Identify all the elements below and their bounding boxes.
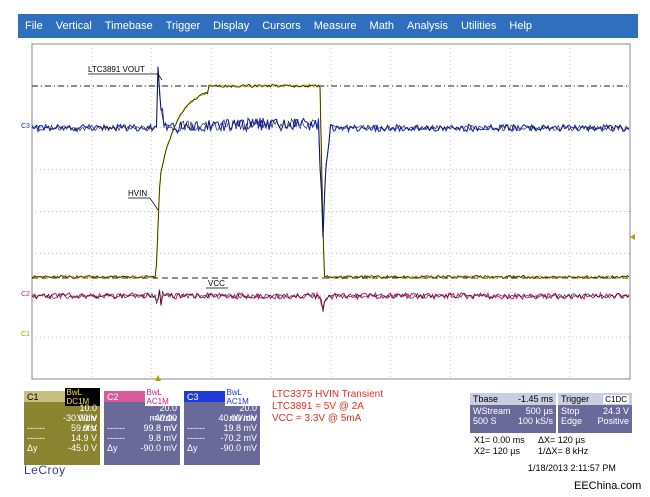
channel-c1-descriptor[interactable]: C1 BwL DC1M 10.0 V/div -30.00 V ofst ---… bbox=[24, 387, 100, 465]
trigger-slope: Positive bbox=[597, 416, 629, 426]
label-hvin-pointer bbox=[149, 197, 159, 211]
waveform-canvas[interactable]: LTC3891 VOUT HVIN VCC C3 C2 C1 bbox=[18, 38, 638, 385]
c2-row-label: ------ bbox=[107, 433, 125, 443]
channel-c2-descriptor[interactable]: C2 BwL AC1M 20.0 mV/div -40.00 mV ------… bbox=[104, 387, 180, 465]
c1-row-label bbox=[27, 403, 57, 413]
menu-analysis[interactable]: Analysis bbox=[407, 20, 448, 32]
annotation-text: LTC3375 HVIN Transient LTC3891 = 5V @ 2A… bbox=[272, 389, 383, 425]
label-hvin: HVIN bbox=[128, 189, 147, 198]
c1-row-label bbox=[27, 413, 57, 423]
trace-c1 bbox=[31, 84, 630, 280]
menu-vertical[interactable]: Vertical bbox=[55, 20, 92, 32]
trace-c2-noise bbox=[31, 290, 630, 313]
trace-c1-noise bbox=[31, 84, 630, 280]
menu-file[interactable]: File bbox=[25, 20, 43, 32]
timebase-descriptor[interactable]: Tbase -1.45 ms WStream 500 µs 500 S 100 kS… bbox=[470, 393, 556, 433]
c3-row-label: Δy bbox=[187, 443, 198, 453]
trigger-position-arrow-icon[interactable] bbox=[155, 375, 161, 381]
c2-delta-y: -90.0 mV bbox=[140, 443, 177, 453]
trigger-title: Trigger bbox=[561, 394, 590, 404]
trigger-descriptor[interactable]: Trigger C1DC Stop 24.3 V Edge Positive bbox=[558, 393, 632, 433]
timestamp: 1/18/2013 2:11:57 PM bbox=[528, 463, 616, 473]
menu-cursors[interactable]: Cursors bbox=[262, 20, 301, 32]
label-vout-pointer bbox=[157, 73, 163, 81]
c3-delta-y: -90.0 mV bbox=[220, 443, 257, 453]
trace-c3 bbox=[31, 66, 630, 239]
menu-help[interactable]: Help bbox=[509, 20, 533, 32]
timebase-mode: WStream bbox=[473, 406, 511, 416]
menu-utilities[interactable]: Utilities bbox=[460, 20, 497, 32]
trace-c3-noise bbox=[31, 66, 630, 237]
trigger-state: Stop bbox=[561, 406, 580, 416]
channel-c1-name: C1 bbox=[27, 391, 39, 402]
c3-vdiv: 20.0 mV/div bbox=[229, 403, 257, 423]
c1-row-label: ------ bbox=[27, 433, 45, 443]
c3-offset: 40.00 mV bbox=[218, 413, 257, 423]
trigger-level: 24.3 V bbox=[602, 406, 629, 416]
c2-row-label: Δy bbox=[107, 443, 118, 453]
cursor-inv-dx: 1/ΔX= 8 kHz bbox=[538, 446, 589, 456]
timebase-rate: 100 kS/s bbox=[517, 416, 553, 426]
c2-vdiv: 20.0 mV/div bbox=[149, 403, 177, 423]
c3-cursor-1: 19.8 mV bbox=[223, 423, 257, 433]
channel-c3-descriptor[interactable]: C3 BwL AC1M 20.0 mV/div 40.00 mV ------ 1… bbox=[184, 387, 260, 465]
c2-offset: -40.00 mV bbox=[151, 413, 177, 433]
c1-offset: -30.00 V ofst bbox=[62, 413, 97, 433]
c1-row-label: ------ bbox=[27, 423, 45, 433]
cursor-x1: X1= 0.00 ms bbox=[474, 435, 525, 445]
c1-cursor-2: 14.9 V bbox=[70, 433, 97, 443]
marker-c2[interactable]: C2 bbox=[21, 291, 30, 298]
menu-measure[interactable]: Measure bbox=[313, 20, 357, 32]
marker-c1[interactable]: C1 bbox=[21, 331, 30, 338]
waveform-display[interactable]: LTC3891 VOUT HVIN VCC C3 C2 C1 bbox=[18, 38, 638, 385]
label-vout: LTC3891 VOUT bbox=[88, 65, 145, 74]
menu-math[interactable]: Math bbox=[369, 20, 394, 32]
marker-c3[interactable]: C3 bbox=[21, 123, 30, 130]
channel-c3-name: C3 bbox=[187, 391, 199, 402]
c1-cursor-1: 59.9 V bbox=[70, 423, 97, 433]
c2-row-label: ------ bbox=[107, 423, 125, 433]
menu-trigger[interactable]: Trigger bbox=[165, 20, 201, 32]
channel-c2-name: C2 bbox=[107, 391, 119, 402]
c3-cursor-2: -70.2 mV bbox=[220, 433, 257, 443]
menu-timebase[interactable]: Timebase bbox=[104, 20, 153, 32]
trigger-type: Edge bbox=[561, 416, 583, 426]
label-vcc: VCC bbox=[208, 279, 225, 288]
trigger-level-arrow-icon[interactable] bbox=[630, 234, 635, 240]
timebase-offset: -1.45 ms bbox=[517, 394, 553, 404]
channel-c2-coupling: BwL AC1M bbox=[144, 387, 180, 406]
graticule bbox=[31, 43, 631, 380]
info-panel: C1 BwL DC1M 10.0 V/div -30.00 V ofst ---… bbox=[18, 385, 638, 477]
c2-cursor-2: 9.8 mV bbox=[148, 433, 177, 443]
c2-row-label bbox=[107, 403, 137, 413]
annotation-line-2: LTC3891 = 5V @ 2A bbox=[272, 401, 364, 412]
cursor-dx: ΔX= 120 µs bbox=[538, 435, 585, 445]
annotation-line-3: VCC = 3.3V @ 5mA bbox=[272, 413, 362, 424]
c1-row-label: Δy bbox=[27, 443, 38, 453]
trace-c2 bbox=[31, 289, 630, 310]
menu-display[interactable]: Display bbox=[213, 20, 250, 32]
c1-vdiv: 10.0 V/div bbox=[76, 403, 97, 423]
c1-delta-y: -45.0 V bbox=[67, 443, 97, 453]
c3-row-label bbox=[187, 403, 217, 413]
trigger-source: C1DC bbox=[603, 394, 629, 404]
c3-row-label bbox=[187, 413, 217, 423]
timebase-samples: 500 S bbox=[473, 416, 497, 426]
annotation-line-1: LTC3375 HVIN Transient bbox=[272, 389, 383, 400]
c2-cursor-1: 99.8 mV bbox=[143, 423, 177, 433]
timebase-title: Tbase bbox=[473, 394, 499, 404]
c3-row-label: ------ bbox=[187, 423, 205, 433]
channel-c3-coupling: BwL AC1M bbox=[224, 387, 260, 406]
cursor-x2: X2= 120 µs bbox=[474, 446, 520, 456]
menu-bar: File Vertical Timebase Trigger Display C… bbox=[18, 14, 638, 38]
channel-c1-coupling: BwL DC1M bbox=[64, 387, 100, 406]
timebase-per-div: 500 µs bbox=[525, 406, 553, 416]
c3-row-label: ------ bbox=[187, 433, 205, 443]
watermark: EEChina.com bbox=[574, 480, 642, 492]
c2-row-label bbox=[107, 413, 137, 423]
cursor-readout: X1= 0.00 ms ΔX= 120 µs X2= 120 µs 1/ΔX= 8 … bbox=[474, 435, 634, 457]
brand-logo: LeCroy bbox=[24, 463, 66, 477]
